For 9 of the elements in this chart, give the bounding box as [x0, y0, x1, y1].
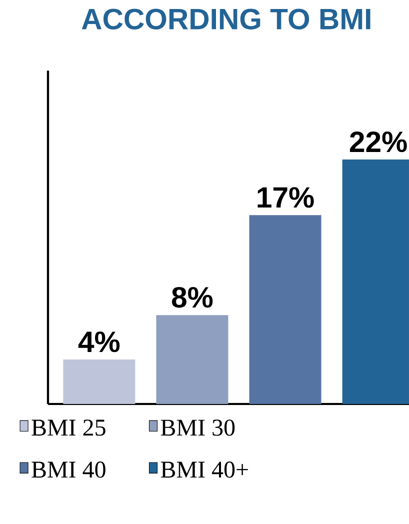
data-label: 4% — [78, 332, 120, 352]
legend-label: BMI 40+ — [160, 462, 248, 478]
data-label: 8% — [172, 286, 213, 308]
data-label: 22% — [350, 131, 407, 152]
chart-title: ACCORDING TO BMI — [82, 8, 370, 30]
legend-label: BMI 25 — [32, 420, 106, 436]
legend-label: BMI 30 — [160, 420, 235, 436]
data-label: 17% — [258, 187, 314, 208]
legend-label: BMI 40 — [32, 462, 106, 478]
